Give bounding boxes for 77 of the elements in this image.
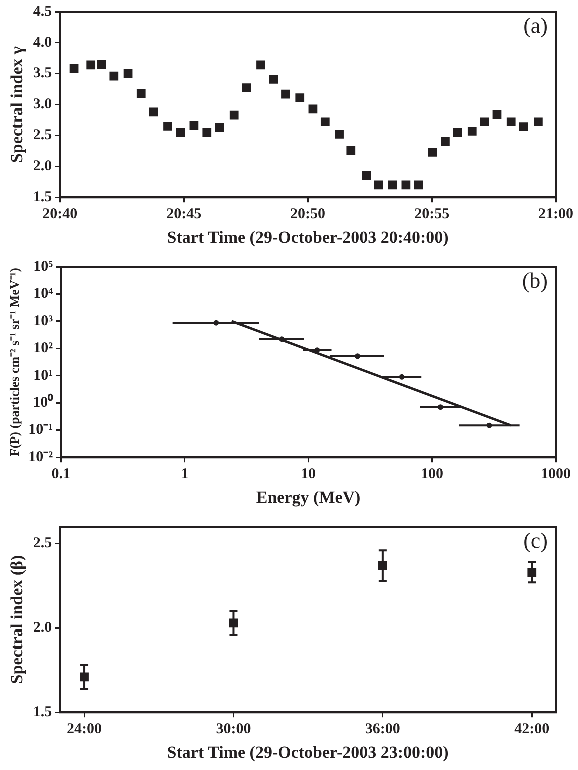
y-axis-title: F(P) (particles cm⁻² s⁻¹ sr⁻¹ MeV⁻¹) [7, 268, 22, 457]
y-tick-label: 10⁴ [34, 286, 54, 302]
y-tick-label: 10⁵ [34, 258, 54, 275]
annotation: (a) [524, 12, 548, 38]
point [335, 130, 344, 139]
point [428, 148, 438, 157]
y-tick-label: 10⁻¹ [28, 422, 54, 438]
point [519, 122, 528, 132]
point [480, 118, 490, 127]
point [506, 118, 516, 127]
x-tick-label: 1 [181, 466, 189, 482]
point [269, 75, 278, 84]
y-tick-label: 10¹ [34, 368, 54, 384]
point [256, 60, 266, 70]
x-tick-label: 10 [301, 466, 316, 482]
y-tick-label: 1.5 [33, 189, 52, 206]
point [346, 146, 356, 156]
point [320, 118, 330, 127]
y-tick-label: 3.5 [33, 66, 52, 82]
point [176, 128, 186, 138]
y-tick-label: 10² [34, 340, 54, 357]
point [164, 122, 172, 131]
y-tick-label: 10³ [34, 313, 54, 330]
point [124, 69, 133, 78]
point [492, 110, 502, 120]
y-tick-label: 1.5 [33, 704, 52, 720]
x-tick-label: 1000 [541, 466, 571, 482]
x-axis-title: Energy (MeV) [256, 488, 361, 508]
x-axis-title: Start Time (29-October-2003 23:00:00) [167, 743, 449, 762]
point [362, 172, 372, 180]
point [282, 90, 290, 99]
y-axis-title: Spectral index (β) [8, 555, 27, 684]
x-tick-label: 30:00 [216, 721, 252, 738]
y-axis-title: Spectral index γ [8, 46, 27, 164]
annotation: (b) [522, 268, 548, 293]
x-tick-label: 42:00 [514, 721, 550, 738]
point [97, 60, 106, 70]
point [70, 64, 79, 74]
y-tick-label: 2.5 [33, 128, 52, 144]
point [86, 60, 96, 70]
y-tick-label: 4.0 [33, 34, 52, 51]
point [402, 180, 411, 190]
x-axis-title: Start Time (29-October-2003 20:40:00) [167, 228, 449, 248]
x-tick-label: 20:55 [414, 206, 450, 222]
point [215, 123, 224, 132]
point [441, 137, 450, 146]
x-tick-label: 24:00 [67, 721, 102, 738]
annotation: (c) [524, 528, 548, 553]
point [202, 128, 212, 138]
point [149, 108, 158, 117]
y-tick-label: 3.0 [33, 96, 52, 113]
point [242, 84, 252, 93]
y-tick-label: 10⁰ [33, 393, 54, 412]
point [110, 72, 119, 81]
y-tick-label: 2.5 [33, 536, 52, 552]
y-tick-label: 2.0 [33, 158, 52, 175]
y-tick-label: 4.5 [33, 4, 52, 20]
x-tick-label: 36:00 [365, 721, 400, 738]
point [308, 104, 318, 114]
point [136, 89, 146, 98]
y-tick-label: 2.0 [33, 620, 52, 636]
point [388, 180, 398, 190]
point [374, 180, 384, 190]
point [190, 121, 199, 130]
point [453, 128, 462, 138]
x-tick-label: 20:50 [290, 206, 326, 222]
point [296, 94, 305, 102]
x-tick-label: 100 [421, 466, 444, 482]
x-tick-label: 20:45 [166, 206, 202, 222]
x-tick-label: 0.1 [52, 466, 70, 482]
point [534, 118, 543, 127]
point [414, 180, 424, 190]
y-tick-label: 10⁻² [28, 449, 54, 466]
x-tick-label: 20:40 [42, 206, 78, 222]
point [468, 126, 477, 136]
x-tick-label: 21:00 [538, 206, 574, 222]
point [230, 110, 239, 120]
